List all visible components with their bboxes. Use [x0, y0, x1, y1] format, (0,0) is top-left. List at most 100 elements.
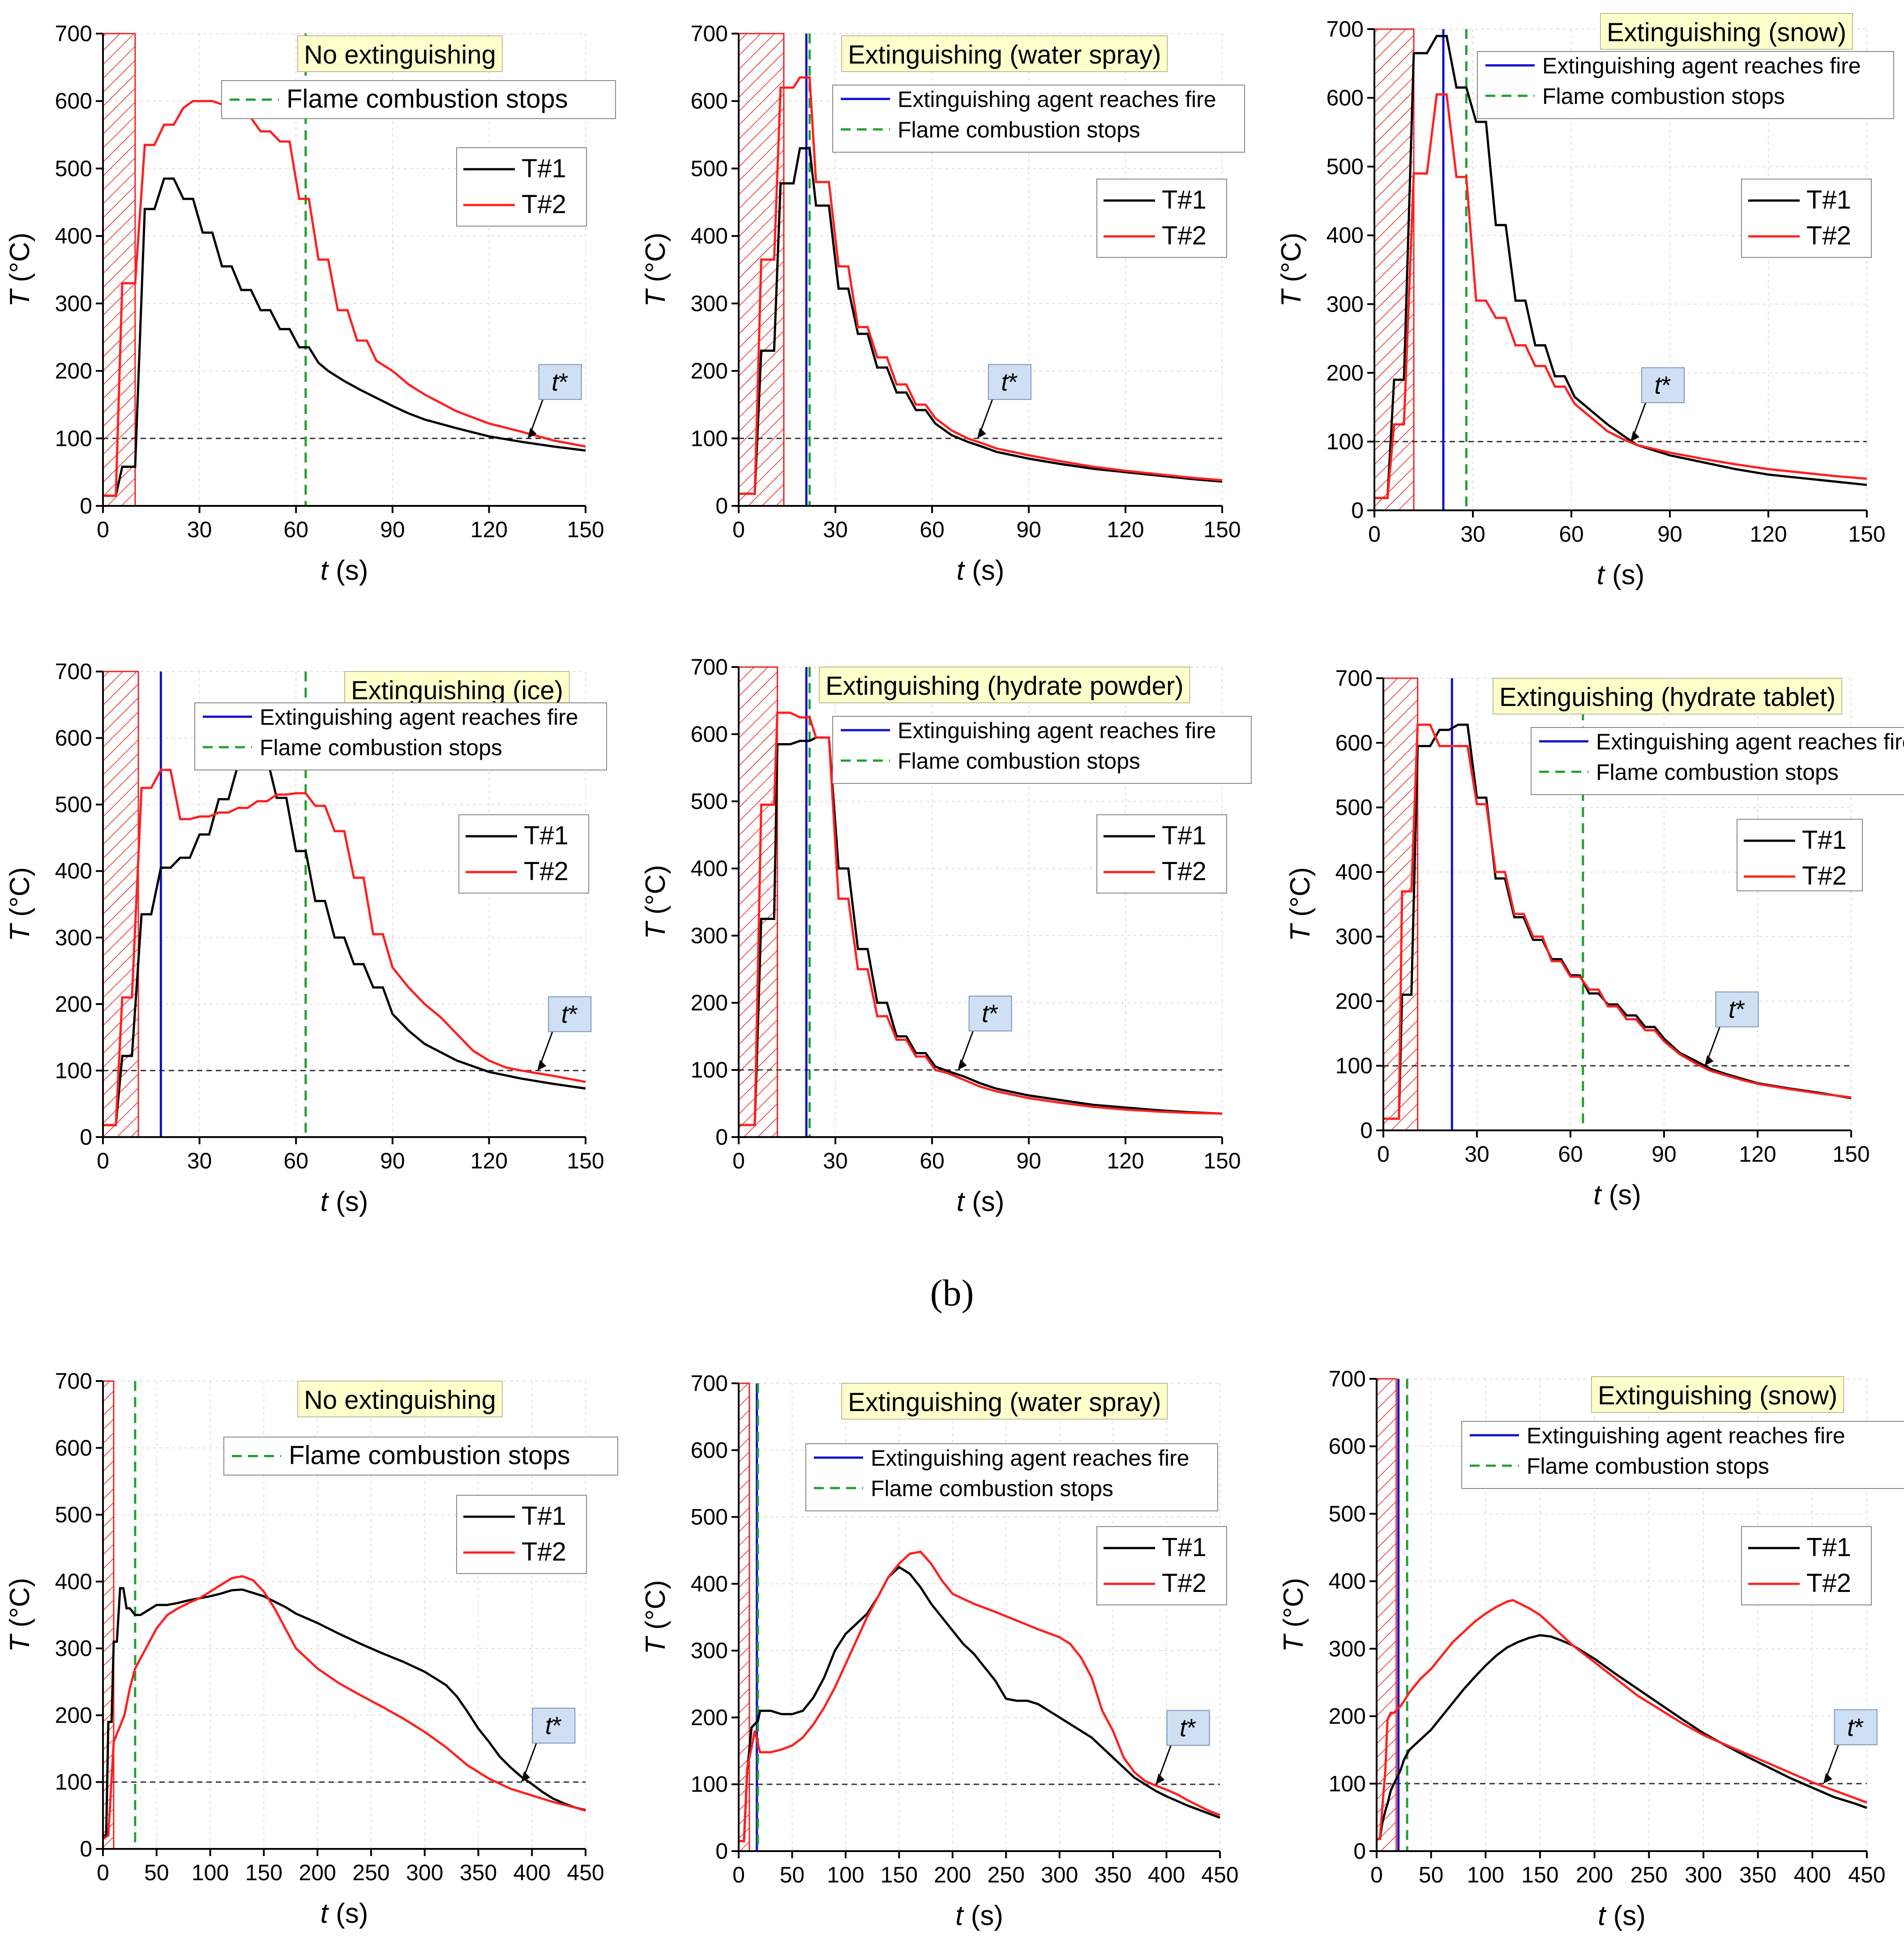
chart-title-text: Extinguishing (ice) [351, 676, 563, 705]
legend-agent-label: Extinguishing agent reaches fire [898, 718, 1216, 743]
x-tick-label-1: 50 [780, 1862, 805, 1887]
series-legend-box [456, 147, 587, 227]
legend-t1-label: T#1 [1802, 826, 1847, 855]
y-tick-label-6: 600 [1335, 730, 1373, 755]
chart-title-text: Extinguishing (hydrate powder) [826, 672, 1184, 701]
y-tick-label-6: 600 [55, 726, 92, 751]
ignition-hatch-region [102, 671, 139, 1138]
x-tick-label-3: 90 [1657, 522, 1682, 547]
chart-title-box [1493, 678, 1843, 714]
series-legend: T#1T#2 [1741, 179, 1872, 258]
legend-t1-label: T#1 [1806, 1533, 1851, 1562]
x-tick-label-0: 0 [1370, 1862, 1383, 1887]
y-axis-title-unit: (°C) [640, 233, 671, 290]
y-tick-label-3: 300 [55, 925, 92, 950]
x-tick-label-6: 300 [1685, 1862, 1722, 1887]
tstar-var: t [1729, 995, 1737, 1023]
x-tick-label-4: 120 [1107, 517, 1144, 542]
y-tick-label-0: 0 [715, 1839, 728, 1864]
y-tick-label-6: 600 [1326, 86, 1364, 111]
y-tick-label-5: 500 [691, 1505, 728, 1530]
chart-title: No extinguishing [297, 35, 503, 72]
y-axis-title-unit: (°C) [1278, 1578, 1309, 1635]
x-axis-title-var: t [321, 555, 329, 586]
x-tick-label-4: 200 [1576, 1862, 1613, 1887]
y-axis-title-var: T [640, 288, 671, 307]
chart-title-box [841, 35, 1168, 72]
x-axis-title-unit: (s) [964, 1186, 1005, 1217]
legend-t2-label: T#2 [1806, 221, 1851, 250]
y-tick-label-4: 400 [1329, 1569, 1366, 1594]
x-tick-label-2: 60 [283, 1148, 308, 1173]
reference-legend: Flame combustion stops [221, 80, 616, 119]
chart-3: 0 30 60 90 120 150 0 100 200 300 400 500 600 700 t (s)… [1276, 13, 1894, 590]
x-tick-label-0: 0 [732, 1148, 745, 1173]
legend-t2-label: T#2 [522, 190, 566, 219]
y-axis-title-var: T [1276, 288, 1307, 307]
y-tick-label-4: 400 [1335, 860, 1373, 885]
legend-flame-label: Flame combustion stops [898, 749, 1140, 774]
tstar-var: t [552, 368, 560, 396]
y-tick-label-5: 500 [691, 156, 728, 181]
x-tick-label-3: 150 [1521, 1862, 1558, 1887]
y-tick-label-7: 700 [55, 21, 92, 46]
reference-legend-box [805, 1443, 1218, 1511]
y-axis-title-unit: (°C) [1285, 867, 1316, 924]
tstar-arrowhead [1823, 1773, 1832, 1784]
x-tick-label-5: 250 [988, 1862, 1025, 1887]
chart-9: 0 50 100 150 200 250 300 350 400 450 0 100 200 300 400… [1278, 1366, 1904, 1931]
y-axis-title: T (°C) [1285, 867, 1316, 941]
tstar-arrowhead [537, 1060, 547, 1071]
chart-title: Extinguishing (ice) [344, 671, 570, 708]
tstar-arrowhead [527, 428, 537, 439]
x-axis-title-unit: (s) [963, 1900, 1003, 1931]
x-tick-label-2: 60 [283, 517, 308, 542]
y-tick-label-2: 200 [1329, 1704, 1366, 1729]
x-tick-label-4: 200 [299, 1860, 336, 1885]
series-legend-box [1096, 814, 1227, 894]
x-axis-title-var: t [1597, 560, 1606, 590]
y-tick-label-3: 300 [691, 1638, 728, 1663]
x-tick-label-1: 30 [823, 1148, 848, 1173]
x-tick-label-4: 120 [471, 1148, 508, 1173]
x-tick-label-5: 150 [567, 517, 604, 542]
y-tick-label-5: 500 [1329, 1501, 1366, 1526]
y-tick-label-7: 700 [691, 1371, 728, 1396]
y-axis-title-unit: (°C) [4, 1578, 35, 1635]
tstar-annotation: t* [1823, 1709, 1878, 1784]
tstar-var: t [1654, 371, 1662, 399]
tstar-annotation: t* [1630, 367, 1685, 442]
x-tick-label-4: 120 [1750, 522, 1787, 547]
tstar-var: t [545, 1711, 553, 1740]
x-tick-label-4: 120 [1107, 1148, 1144, 1173]
tstar-label: t* [1729, 995, 1745, 1023]
tstar-var: t [1001, 368, 1009, 396]
y-axis-title-unit: (°C) [640, 865, 671, 922]
x-axis-title-unit: (s) [1604, 560, 1645, 590]
y-tick-label-4: 400 [55, 223, 92, 248]
y-axis-title: T (°C) [1278, 1578, 1309, 1652]
x-axis-title-unit: (s) [328, 1898, 368, 1929]
reference-legend: Extinguishing agent reaches fire Flame co… [832, 85, 1245, 153]
x-tick-label-7: 350 [1739, 1862, 1776, 1887]
reference-legend-box [221, 80, 616, 119]
y-tick-label-0: 0 [80, 1836, 92, 1861]
legend-t1-label: T#1 [522, 1501, 566, 1531]
tstar-arrowhead [977, 428, 986, 439]
y-axis-title-var: T [4, 1633, 35, 1652]
x-tick-label-2: 100 [192, 1860, 229, 1885]
series-legend: T#1T#2 [458, 814, 589, 894]
reference-legend: Extinguishing agent reaches fire Flame co… [832, 716, 1252, 784]
y-tick-label-7: 700 [691, 654, 728, 680]
tstar-sup: * [559, 368, 569, 396]
x-tick-label-5: 150 [1203, 517, 1241, 542]
x-tick-label-9: 450 [1201, 1862, 1238, 1887]
x-tick-label-5: 250 [352, 1860, 389, 1885]
y-tick-label-7: 700 [691, 21, 728, 46]
x-tick-label-3: 150 [245, 1860, 282, 1885]
series-legend: T#1T#2 [1096, 1526, 1227, 1605]
tstar-label: t* [1001, 368, 1018, 396]
legend-agent-label: Extinguishing agent reaches fire [1527, 1423, 1845, 1448]
tstar-var: t [982, 999, 990, 1027]
legend-t1-label: T#1 [524, 821, 569, 850]
